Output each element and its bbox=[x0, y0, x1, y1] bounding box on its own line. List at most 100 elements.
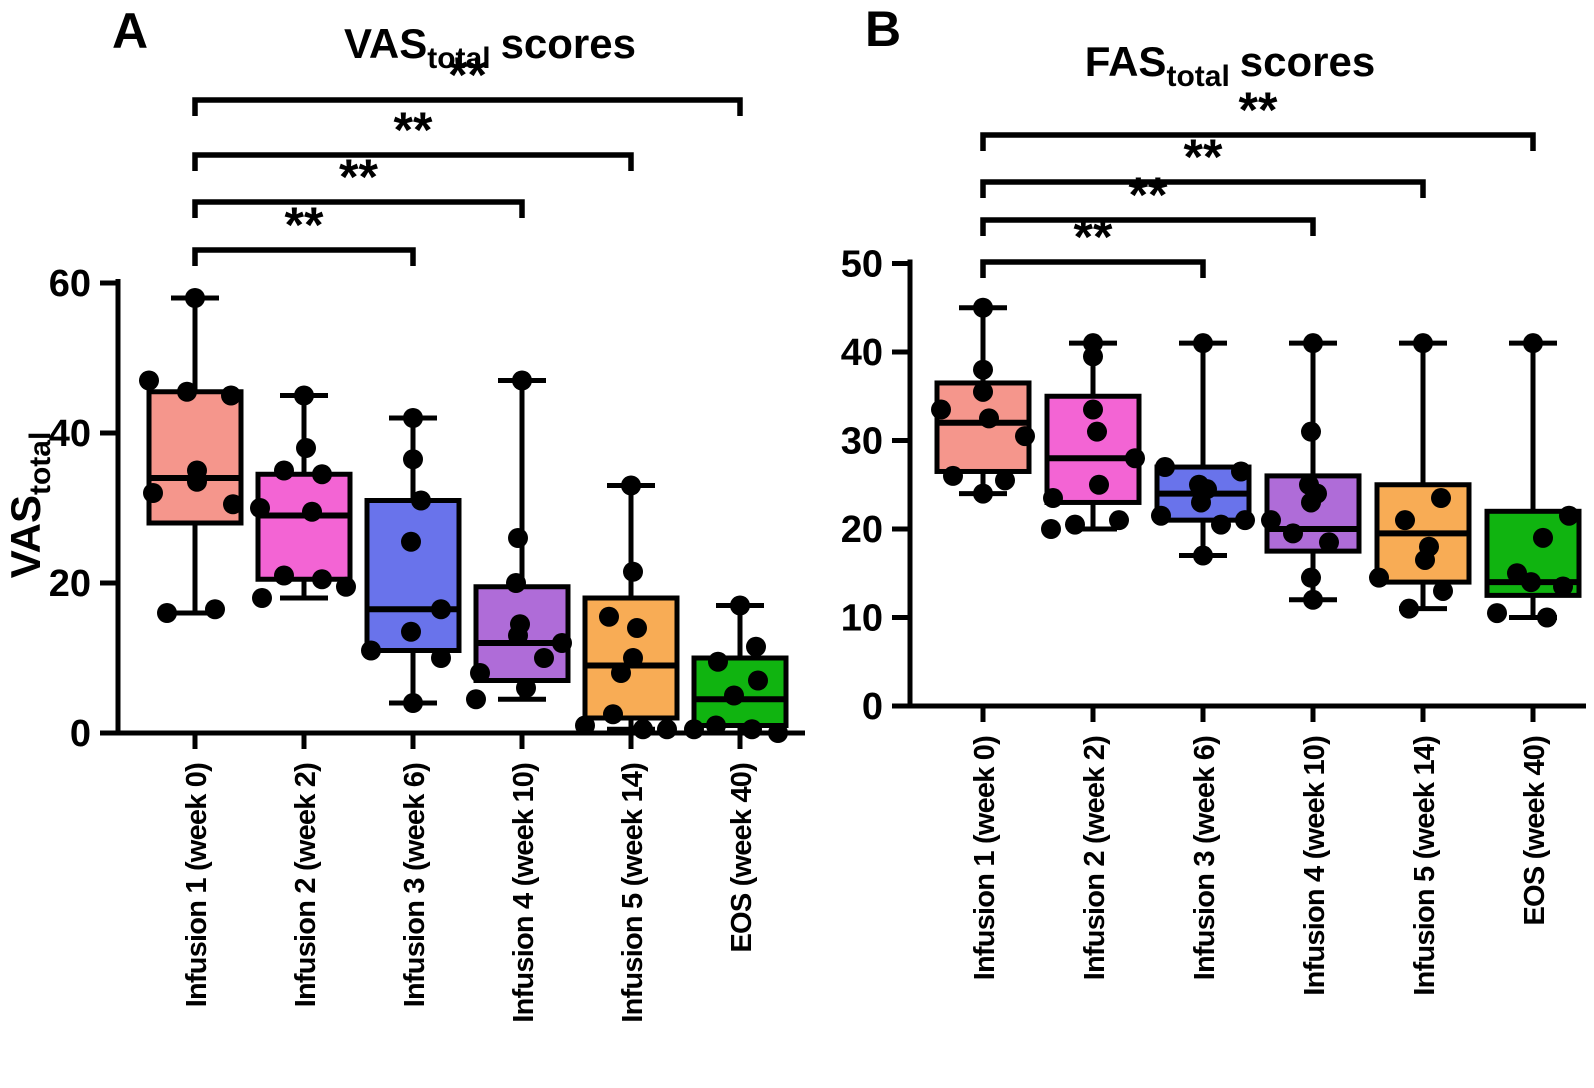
data-point bbox=[1301, 421, 1321, 442]
significance-bracket bbox=[980, 259, 1206, 278]
data-point bbox=[1191, 492, 1211, 513]
fas-panel-svg: B FAStotal scores 0 10 20 30 40 50 Infusion 1 (we… bbox=[841, 1, 1586, 996]
data-point bbox=[1433, 580, 1453, 601]
data-point bbox=[431, 599, 451, 620]
data-point bbox=[603, 704, 623, 725]
x-tick-label: EOS (week 40) bbox=[1519, 736, 1551, 926]
y-tick-label: 0 bbox=[862, 686, 883, 728]
data-point bbox=[312, 569, 332, 590]
data-point bbox=[768, 723, 788, 743]
data-point bbox=[973, 359, 993, 380]
data-point bbox=[1303, 333, 1323, 354]
x-tick-label: Infusion 3 (week 6) bbox=[1189, 736, 1221, 980]
data-point bbox=[1533, 527, 1553, 548]
data-point bbox=[223, 494, 243, 515]
data-point bbox=[742, 719, 762, 740]
y-tick-label: 40 bbox=[49, 413, 91, 455]
data-point bbox=[1431, 488, 1451, 509]
box-group-2 bbox=[1041, 333, 1145, 539]
box-group-4 bbox=[1261, 333, 1362, 610]
data-point bbox=[623, 648, 643, 668]
data-point bbox=[1415, 549, 1435, 570]
data-point bbox=[575, 715, 595, 736]
data-point bbox=[1399, 598, 1419, 619]
data-point bbox=[1487, 603, 1507, 624]
panel-title: VAStotal scores bbox=[344, 20, 636, 75]
data-point bbox=[205, 599, 225, 620]
y-tick-label: 20 bbox=[841, 509, 883, 551]
x-tick-label: Infusion 1 (week 0) bbox=[969, 736, 1001, 980]
data-point bbox=[1523, 333, 1543, 354]
box-rect bbox=[473, 584, 571, 683]
x-tick-label: Infusion 1 (week 0) bbox=[181, 763, 213, 1007]
data-point bbox=[1041, 519, 1061, 539]
data-point bbox=[403, 693, 423, 713]
box-group-5 bbox=[575, 475, 680, 740]
data-point bbox=[506, 573, 526, 593]
data-point bbox=[336, 576, 356, 597]
significance-bracket bbox=[192, 97, 743, 116]
data-point bbox=[1015, 426, 1035, 447]
significance-bracket bbox=[980, 179, 1426, 198]
significance-label: ** bbox=[285, 197, 324, 253]
data-point bbox=[1231, 461, 1251, 482]
y-tick-label: 10 bbox=[841, 598, 883, 640]
data-point bbox=[1319, 532, 1339, 553]
significance-bracket bbox=[980, 132, 1536, 151]
data-point bbox=[139, 370, 159, 391]
data-point bbox=[312, 464, 332, 485]
data-point bbox=[185, 288, 205, 308]
data-point bbox=[411, 490, 431, 511]
data-point bbox=[302, 501, 322, 522]
data-point bbox=[508, 625, 528, 646]
box-rect bbox=[255, 471, 353, 582]
data-point bbox=[1369, 567, 1389, 588]
data-point bbox=[1553, 576, 1573, 597]
data-point bbox=[1537, 607, 1557, 628]
data-point bbox=[361, 640, 381, 661]
data-point bbox=[143, 483, 163, 503]
data-point bbox=[1211, 514, 1231, 535]
data-point bbox=[1043, 488, 1063, 509]
box-group-1 bbox=[931, 297, 1035, 504]
data-point bbox=[516, 678, 536, 698]
data-point bbox=[623, 561, 643, 582]
x-tick-label: EOS (week 40) bbox=[726, 763, 758, 953]
x-tick-label: Infusion 3 (week 6) bbox=[399, 763, 431, 1007]
vas-panel-svg: A VAStotal scores VAStotal 0 20 40 60 Infusion 1… bbox=[2, 3, 805, 1023]
data-point bbox=[403, 449, 423, 470]
data-point bbox=[508, 528, 528, 548]
data-point bbox=[401, 531, 421, 552]
data-point bbox=[534, 648, 554, 668]
y-tick-label: 20 bbox=[49, 563, 91, 605]
data-point bbox=[599, 606, 619, 627]
data-point bbox=[708, 651, 728, 672]
data-point bbox=[973, 297, 993, 318]
significance-label: ** bbox=[448, 47, 487, 103]
x-tick-label: Infusion 5 (week 14) bbox=[617, 763, 649, 1023]
data-point bbox=[177, 381, 197, 402]
data-point bbox=[401, 621, 421, 642]
data-point bbox=[1089, 474, 1109, 495]
box-group-3 bbox=[361, 408, 462, 713]
data-point bbox=[611, 663, 631, 683]
significance-label: ** bbox=[1184, 129, 1223, 185]
data-point bbox=[931, 399, 951, 420]
data-point bbox=[1155, 457, 1175, 478]
x-tick-label: Infusion 4 (week 10) bbox=[508, 763, 540, 1023]
data-point bbox=[627, 618, 647, 638]
significance-bracket bbox=[192, 152, 634, 171]
data-point bbox=[621, 475, 641, 496]
y-tick-label: 0 bbox=[70, 713, 91, 755]
data-point bbox=[552, 633, 572, 653]
y-tick-label: 40 bbox=[841, 332, 883, 374]
data-point bbox=[684, 719, 704, 740]
data-point bbox=[1301, 492, 1321, 513]
data-point bbox=[250, 498, 270, 518]
data-point bbox=[1065, 514, 1085, 535]
box-group-3 bbox=[1151, 333, 1255, 566]
panel-letter: A bbox=[112, 3, 148, 59]
box-group-5 bbox=[1369, 333, 1472, 619]
box-group-6 bbox=[684, 595, 789, 743]
